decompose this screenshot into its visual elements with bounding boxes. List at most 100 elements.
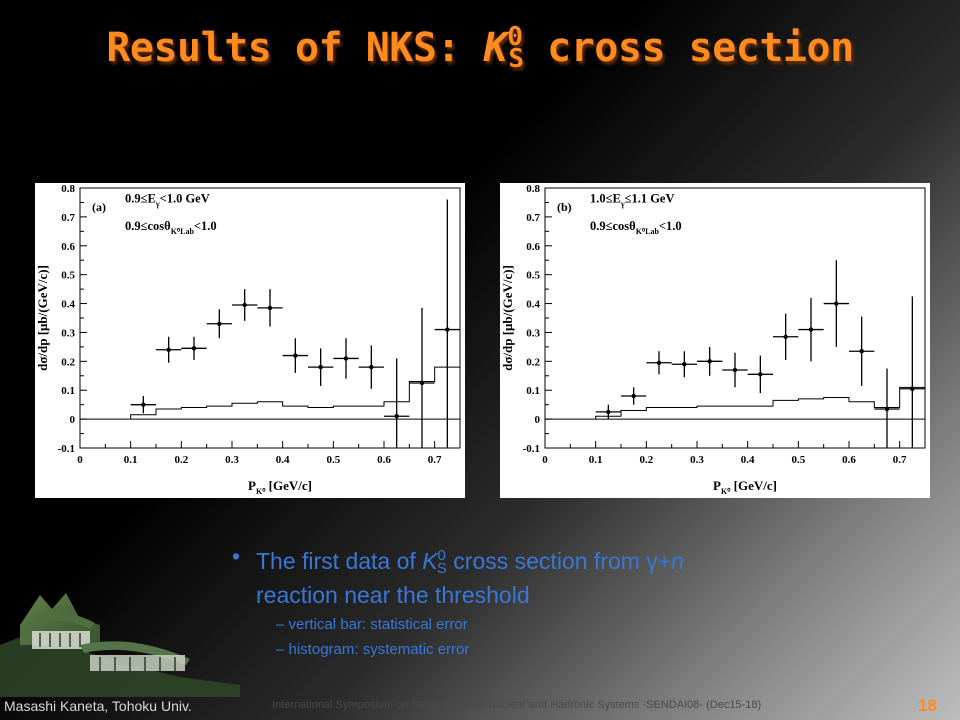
- chart-a-xtick-label: 0: [77, 454, 83, 466]
- slide-title: Results of NKS: K0S cross section: [106, 22, 854, 74]
- chart-b-syst-histogram: [595, 386, 926, 420]
- chart-a-ytick-label: 0.7: [61, 212, 75, 224]
- chart-a-xtick-label: 0.6: [377, 454, 391, 466]
- chart-a-xlabel: PK⁰ [GeV/c]: [248, 478, 312, 496]
- chart-a-data-point: [232, 289, 258, 321]
- chart-b-data-point: [722, 352, 748, 388]
- chart-b-ann2-tail: <1.0: [659, 219, 682, 233]
- footer-conference: International Symposium on Strangeness i…: [272, 699, 762, 711]
- chart-a-xtick-label: 0.3: [225, 454, 239, 466]
- chart-b-data-point: [874, 368, 900, 448]
- chart-b-data-point: [747, 355, 773, 394]
- page-number: 18: [918, 696, 937, 715]
- chart-b-xtick-label: 0.1: [589, 454, 603, 466]
- chart-a-xtick-label: 0.7: [428, 454, 442, 466]
- chart-a-ytick-label: 0.2: [61, 356, 75, 368]
- chart-a-marker: [369, 364, 374, 370]
- castle-logo: [0, 593, 240, 697]
- chart-b-data-point: [849, 316, 875, 386]
- chart-a-xtick-label: 0.5: [326, 454, 340, 466]
- chart-a-energy-annotation: 0.9≤Eγ<1.0 GeV: [125, 191, 210, 208]
- chart-a-data-point: [333, 338, 359, 379]
- chart-b-ytick-label: 0.8: [526, 183, 540, 195]
- chart-b-marker: [707, 359, 712, 364]
- chart-a-panel-label: (a): [92, 200, 106, 214]
- chart-b-ylabel: dσ/dp [μb/(GeV/c)]: [500, 265, 515, 371]
- chart-b-marker: [910, 386, 915, 391]
- chart-a-data-point: [181, 336, 207, 360]
- chart-b-xtick-label: 0.3: [690, 454, 704, 466]
- chart-b-xtick-label: 0.7: [893, 454, 907, 466]
- chart-b-xlabel: PK⁰ [GeV/c]: [713, 478, 777, 496]
- chart-b-marker: [656, 360, 662, 365]
- chart-b-xtick-label: 0.5: [791, 454, 805, 466]
- chart-a-syst-histogram: [130, 366, 461, 420]
- chart-a-marker: [166, 347, 171, 352]
- chart-a-xtick-label: 0.1: [124, 454, 138, 466]
- chart-b-data-point: [671, 351, 697, 378]
- chart-b-data-point: [823, 260, 849, 347]
- chart-b-data-point: [798, 297, 824, 362]
- chart-a-ylabel: dσ/dp [μb/(GeV/c)]: [35, 265, 50, 371]
- chart-b-ann2-main: 0.9≤cosθ: [590, 219, 636, 233]
- chart-b-data-point: [595, 404, 621, 420]
- chart-b-data-point: [899, 296, 925, 448]
- chart-a-ytick-label: 0.5: [61, 270, 75, 282]
- chart-b-marker: [631, 393, 636, 399]
- chart-a-marker: [267, 305, 273, 311]
- chart-b-ytick-label: 0.4: [526, 299, 540, 311]
- chart-b-ytick-label: 0: [535, 414, 541, 426]
- chart-a-data-point: [257, 289, 283, 327]
- chart-a-ann2-main: 0.9≤cosθ: [125, 219, 171, 233]
- chart-b-marker: [758, 372, 763, 377]
- chart-a-ann2-sub: K⁰Lab: [171, 227, 195, 236]
- chart-a-ann1-tail: <1.0 GeV: [160, 191, 210, 205]
- cross-section-chart-a: 0 0.1 0.2 0.3 0.4 0.5 0.6 0.7 -0.1 0 0.1 0.2 0.3 0.4 0…: [35, 183, 465, 498]
- chart-b-data-point: [697, 346, 723, 376]
- chart-a-xtick-label: 0.4: [276, 454, 290, 466]
- chart-b-marker: [808, 327, 814, 332]
- chart-a-data-point: [384, 358, 410, 448]
- chart-a-marker: [445, 327, 450, 332]
- chart-b-marker: [884, 406, 890, 412]
- chart-b-data-point: [646, 351, 672, 375]
- chart-b-ytick-label: 0.1: [526, 385, 540, 397]
- chart-a-ytick-label: 0.1: [61, 385, 75, 397]
- chart-a-ann2-tail: <1.0: [194, 219, 217, 233]
- chart-a-data-point: [308, 348, 334, 386]
- cross-section-chart-b: 0 0.1 0.2 0.3 0.4 0.5 0.6 0.7 -0.1 0 0.1 0.2 0.3 0.4 0…: [500, 183, 930, 498]
- chart-a-data-point: [206, 309, 232, 339]
- chart-b-marker: [834, 301, 839, 306]
- chart-a-data-point: [282, 338, 308, 373]
- chart-a-ytick-label: 0.8: [61, 183, 75, 195]
- chart-a-marker: [419, 380, 425, 386]
- chart-b-xtick-label: 0.6: [842, 454, 856, 466]
- chart-b-marker: [682, 362, 687, 367]
- chart-a-marker: [318, 364, 323, 370]
- chart-a-marker: [242, 302, 247, 308]
- chart-a-ytick-label: 0.3: [61, 327, 75, 339]
- chart-b-ytick-label: 0.3: [526, 327, 540, 339]
- chart-a-xlabel-main: P: [248, 478, 256, 493]
- footer-author: Masashi Kaneta, Tohoku Univ.: [4, 698, 192, 714]
- chart-a-ann1-main: 0.9≤E: [125, 191, 156, 205]
- chart-a-svg: 0 0.1 0.2 0.3 0.4 0.5 0.6 0.7-0.100.10.20.30.40…: [35, 183, 465, 498]
- chart-b-marker: [859, 349, 864, 354]
- chart-a-marker: [141, 402, 146, 407]
- chart-a-ytick-label: -0.1: [58, 443, 75, 455]
- chart-a-xtick-label: 0.2: [174, 454, 188, 466]
- chart-a-marker: [217, 321, 222, 326]
- chart-b-panel-label: (b): [557, 200, 572, 214]
- bullet-main: • The first data of K0S cross section fr…: [232, 543, 685, 608]
- chart-a-marker: [343, 356, 349, 361]
- chart-b-angle-annotation: 0.9≤cosθK⁰Lab<1.0: [590, 219, 682, 236]
- chart-a-data-point: [156, 336, 182, 363]
- chart-a-marker: [394, 414, 399, 419]
- chart-b-ytick-label: 0.7: [526, 212, 540, 224]
- chart-a-ytick-label: 0.4: [61, 299, 75, 311]
- chart-b-xtick-label: 0: [542, 454, 548, 466]
- chart-a-ann1-sub: γ: [155, 199, 160, 208]
- chart-b-ytick-label: 0.5: [526, 270, 540, 282]
- bullet-dot: •: [232, 543, 241, 569]
- chart-b-ytick-label: 0.6: [526, 241, 540, 253]
